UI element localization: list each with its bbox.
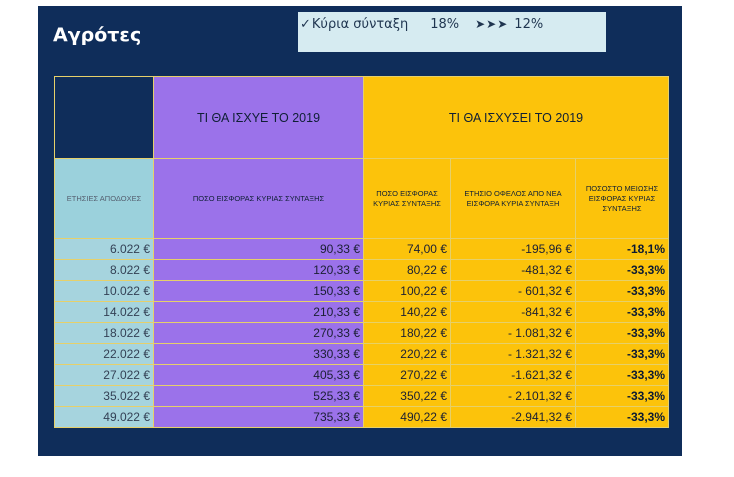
cell-new-contribution: 140,22 €: [363, 301, 451, 323]
cell-old-contribution: 735,33 €: [153, 406, 364, 428]
cell-annual-income: 14.022 €: [54, 301, 154, 323]
cell-annual-benefit: -841,32 €: [450, 301, 576, 323]
page-title: Αγρότες: [53, 24, 142, 46]
pension-rate-box: ✓ Κύρια σύνταξη 18% ➤➤➤ 12%: [298, 12, 606, 52]
table-row: 22.022 €330,33 €220,22 € - 1.321,32 € -33,…: [54, 343, 669, 365]
new-rate: 12%: [514, 17, 544, 32]
cell-reduction-percent: -33,3%: [575, 406, 669, 428]
table-row: 27.022 €405,33 €270,22 € -1.621,32 € -33,3…: [54, 364, 669, 386]
cell-old-contribution: 150,33 €: [153, 280, 364, 302]
cell-reduction-percent: -33,3%: [575, 343, 669, 365]
table-row: 35.022 €525,33 €350,22 € - 2.101,32 € -33,…: [54, 385, 669, 407]
cell-annual-benefit: - 1.081,32 €: [450, 322, 576, 344]
cell-annual-income: 6.022 €: [54, 238, 154, 260]
cell-new-contribution: 350,22 €: [363, 385, 451, 407]
cell-reduction-percent: -33,3%: [575, 280, 669, 302]
contributions-table: ΤΙ ΘΑ ΙΣΧΥΕ ΤΟ 2019 ΤΙ ΘΑ ΙΣΧΥΣΕΙ ΤΟ 201…: [54, 76, 669, 428]
cell-reduction-percent: -33,3%: [575, 364, 669, 386]
table-row: 6.022 €90,33 €74,00 € -195,96 € -18,1%: [54, 238, 669, 260]
table-row: 8.022 €120,33 €80,22 € -481,32 € -33,3%: [54, 259, 669, 281]
cell-old-contribution: 270,33 €: [153, 322, 364, 344]
cell-annual-benefit: -195,96 €: [450, 238, 576, 260]
column-header-annual-income: ΕΤΗΣΙΕΣ ΑΠΟΔΟΧΕΣ: [54, 158, 154, 239]
cell-annual-benefit: -481,32 €: [450, 259, 576, 281]
cell-annual-benefit: - 2.101,32 €: [450, 385, 576, 407]
table-header-row: ΤΙ ΘΑ ΙΣΧΥΕ ΤΟ 2019 ΤΙ ΘΑ ΙΣΧΥΣΕΙ ΤΟ 201…: [54, 76, 669, 159]
cell-new-contribution: 270,22 €: [363, 364, 451, 386]
header-blank-cell: [54, 76, 154, 159]
table-row: 49.022 €735,33 €490,22 € -2.941,32 € -33,3…: [54, 406, 669, 428]
old-rate: 18%: [430, 17, 460, 32]
cell-old-contribution: 90,33 €: [153, 238, 364, 260]
table-row: 10.022 €150,33 €100,22 € - 601,32 € -33,3%: [54, 280, 669, 302]
cell-reduction-percent: -33,3%: [575, 322, 669, 344]
cell-reduction-percent: -33,3%: [575, 301, 669, 323]
check-icon: ✓: [300, 17, 311, 32]
cell-annual-benefit: -1.621,32 €: [450, 364, 576, 386]
table-subheader-row: ΕΤΗΣΙΕΣ ΑΠΟΔΟΧΕΣ ΠΟΣΟ ΕΙΣΦΟΡΑΣ ΚΥΡΙΑΣ ΣΥ…: [54, 158, 669, 239]
table-row: 18.022 €270,33 €180,22 € - 1.081,32 € -33,…: [54, 322, 669, 344]
cell-old-contribution: 330,33 €: [153, 343, 364, 365]
arrows-icon: ➤➤➤: [475, 17, 509, 31]
cell-annual-income: 35.022 €: [54, 385, 154, 407]
cell-annual-income: 49.022 €: [54, 406, 154, 428]
cell-new-contribution: 74,00 €: [363, 238, 451, 260]
cell-old-contribution: 210,33 €: [153, 301, 364, 323]
cell-old-contribution: 525,33 €: [153, 385, 364, 407]
column-header-annual-benefit: ΕΤΗΣΙΟ ΟΦΕΛΟΣ ΑΠΟ ΝΕΑ ΕΙΣΦΟΡΑ ΚΥΡΙΑ ΣΥΝΤ…: [450, 158, 576, 239]
cell-new-contribution: 180,22 €: [363, 322, 451, 344]
cell-new-contribution: 490,22 €: [363, 406, 451, 428]
content-panel: Αγρότες ✓ Κύρια σύνταξη 18% ➤➤➤ 12% ΤΙ Θ…: [38, 6, 682, 456]
cell-new-contribution: 220,22 €: [363, 343, 451, 365]
cell-annual-benefit: - 1.321,32 €: [450, 343, 576, 365]
cell-annual-benefit: -2.941,32 €: [450, 406, 576, 428]
cell-annual-income: 10.022 €: [54, 280, 154, 302]
cell-reduction-percent: -33,3%: [575, 385, 669, 407]
cell-annual-benefit: - 601,32 €: [450, 280, 576, 302]
cell-annual-income: 27.022 €: [54, 364, 154, 386]
column-header-reduction-percent: ΠΟΣΟΣΤΟ ΜΕΙΩΣΗΣ ΕΙΣΦΟΡΑΣ ΚΥΡΙΑΣ ΣΥΝΤΑΞΗΣ: [575, 158, 669, 239]
cell-reduction-percent: -18,1%: [575, 238, 669, 260]
header-2019-current: ΤΙ ΘΑ ΙΣΧΥΕ ΤΟ 2019: [153, 76, 364, 159]
table-row: 14.022 €210,33 €140,22 € -841,32 € -33,3%: [54, 301, 669, 323]
cell-annual-income: 22.022 €: [54, 343, 154, 365]
cell-annual-income: 8.022 €: [54, 259, 154, 281]
cell-old-contribution: 120,33 €: [153, 259, 364, 281]
header-2019-new: ΤΙ ΘΑ ΙΣΧΥΣΕΙ ΤΟ 2019: [363, 76, 669, 159]
column-header-old-contribution: ΠΟΣΟ ΕΙΣΦΟΡΑΣ ΚΥΡΙΑΣ ΣΥΝΤΑΞΗΣ: [153, 158, 364, 239]
pension-label: Κύρια σύνταξη: [311, 17, 409, 32]
cell-old-contribution: 405,33 €: [153, 364, 364, 386]
cell-new-contribution: 100,22 €: [363, 280, 451, 302]
cell-new-contribution: 80,22 €: [363, 259, 451, 281]
column-header-new-contribution: ΠΟΣΟ ΕΙΣΦΟΡΑΣ ΚΥΡΙΑΣ ΣΥΝΤΑΞΗΣ: [363, 158, 451, 239]
cell-annual-income: 18.022 €: [54, 322, 154, 344]
cell-reduction-percent: -33,3%: [575, 259, 669, 281]
